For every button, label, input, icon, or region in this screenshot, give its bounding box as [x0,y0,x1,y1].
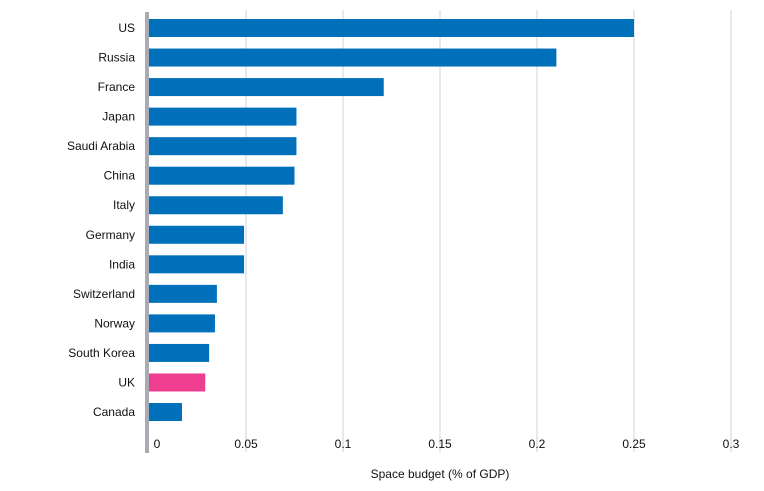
x-tick-labels: 0 0.05 0.1 0.15 0.2 0.25 0.3 [154,437,740,451]
bar-china [149,166,295,185]
gridlines [245,10,732,452]
bar-saudi-arabia [149,137,297,156]
bar-switzerland [149,284,217,303]
bars [149,19,634,422]
bar-south-korea [149,343,210,362]
bar-japan [149,107,297,126]
x-tick-label: 0.25 [622,437,646,451]
category-label: UK [118,375,135,389]
category-label: Canada [93,405,135,419]
category-label: France [98,80,136,94]
category-label: South Korea [68,346,135,360]
x-axis-label: Space budget (% of GDP) [371,467,510,481]
x-tick-label: 0.05 [234,437,258,451]
category-label: Japan [102,110,135,124]
category-label: Germany [86,228,135,242]
category-label: Saudi Arabia [67,139,135,153]
category-label: China [104,169,136,183]
category-labels: US Russia France Japan Saudi Arabia China Ital… [67,21,135,419]
bar-norway [149,314,215,333]
bar-russia [149,48,557,67]
bar-italy [149,196,283,215]
category-label: US [118,21,135,35]
category-label: Switzerland [73,287,135,301]
bar-india [149,255,245,274]
bar-us [149,19,634,37]
category-label: Russia [98,51,135,65]
x-tick-label: 0 [154,437,161,451]
bar-germany [149,225,245,244]
y-axis-line [145,12,149,453]
bar-france [149,78,384,97]
bar-canada [149,403,182,422]
x-tick-label: 0.2 [529,437,546,451]
category-label: Italy [113,198,135,212]
category-label: India [109,257,135,271]
category-label: Norway [94,316,135,330]
bar-uk [149,373,206,392]
x-tick-label: 0.15 [428,437,452,451]
x-tick-label: 0.3 [723,437,740,451]
x-tick-label: 0.1 [335,437,352,451]
